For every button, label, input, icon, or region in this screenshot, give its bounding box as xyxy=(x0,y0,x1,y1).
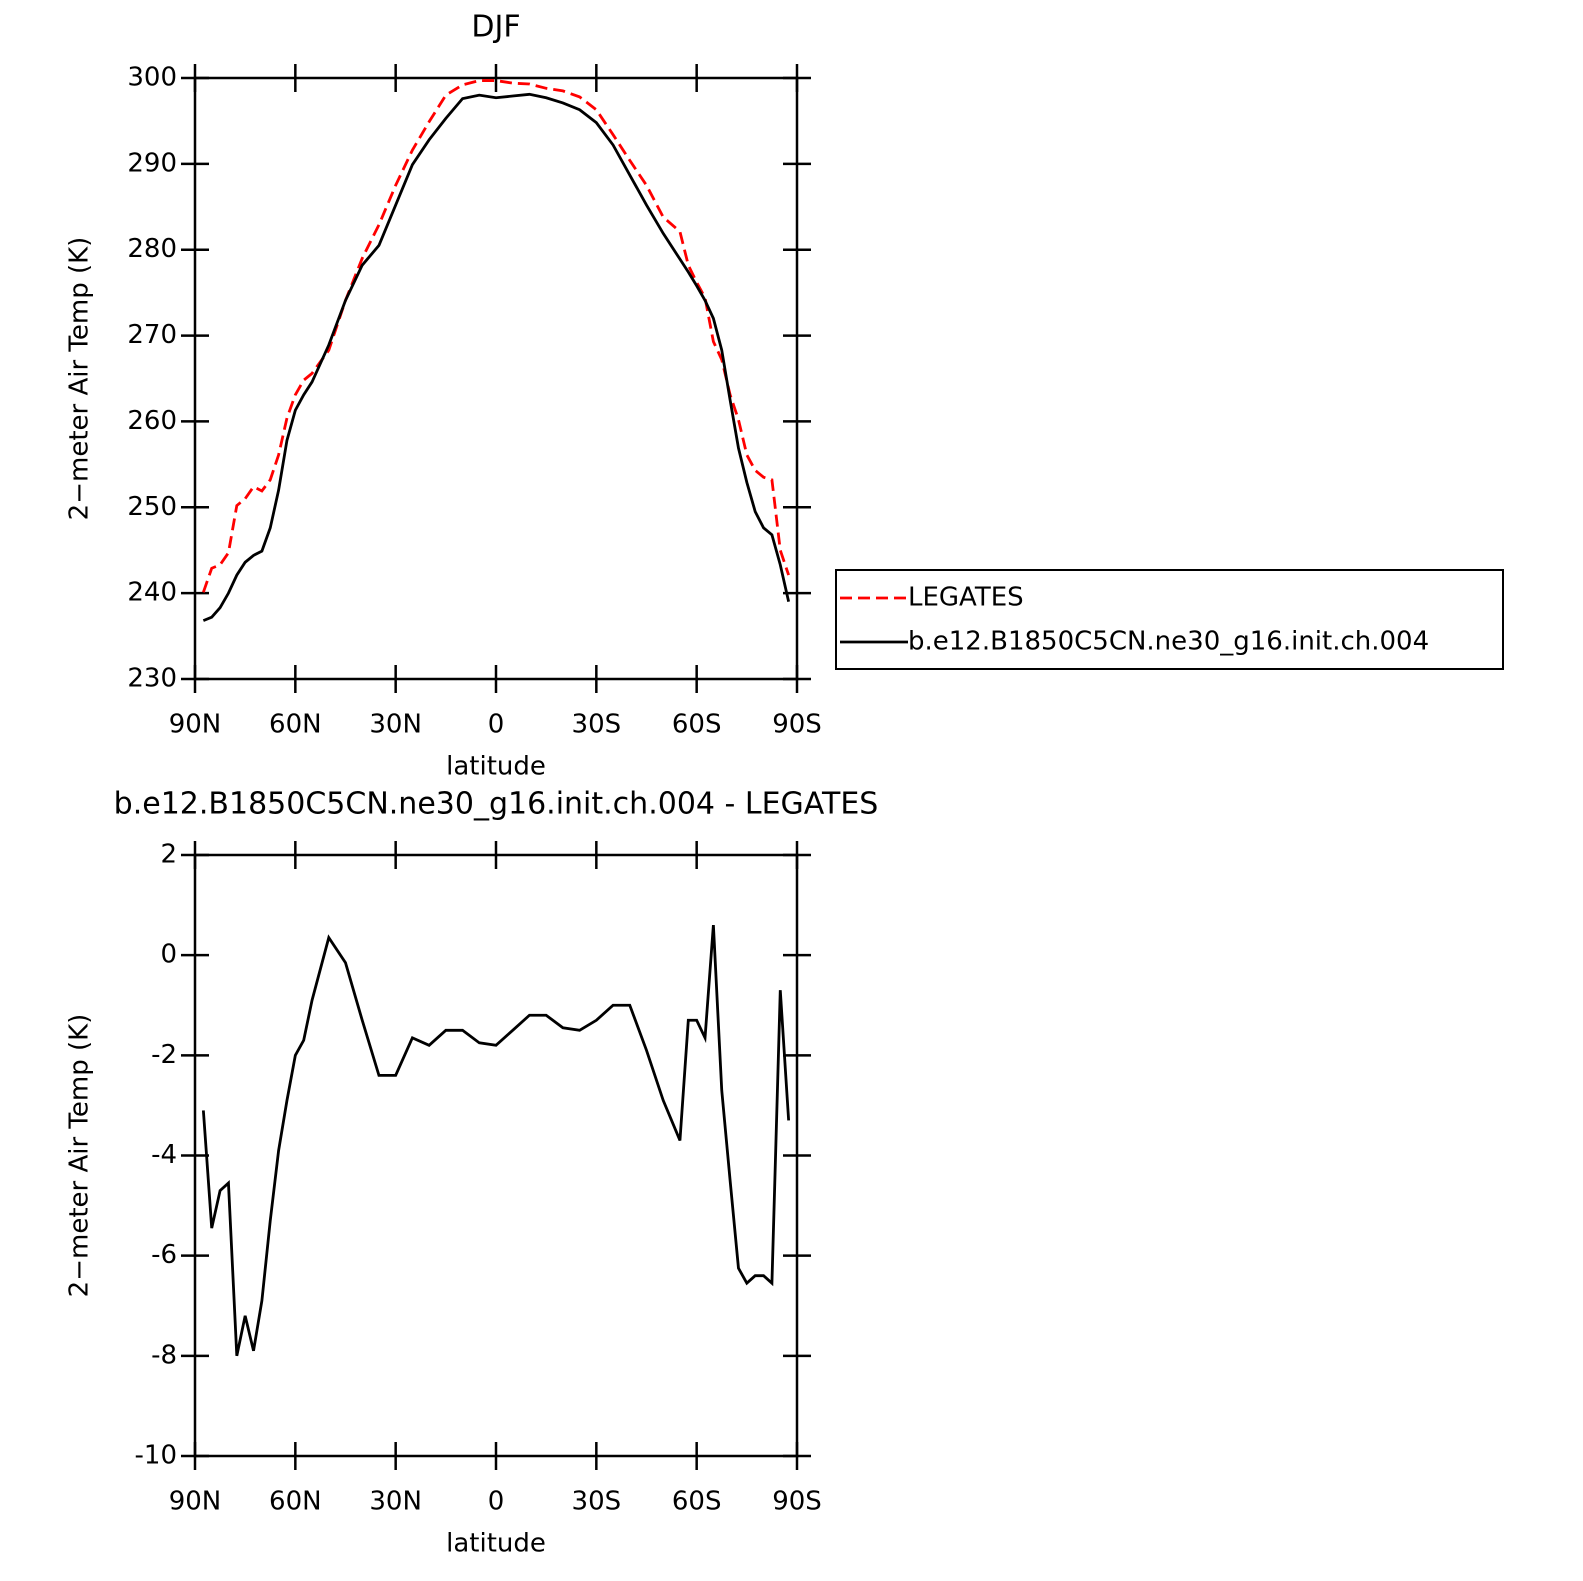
x-axis-title: latitude xyxy=(446,752,546,782)
plot-frame xyxy=(193,853,799,1458)
x-tick-label: 60S xyxy=(672,1487,722,1517)
x-tick-label: 90N xyxy=(169,1487,222,1517)
y-tick-label: -10 xyxy=(135,1441,177,1471)
y-axis-title: 2−meter Air Temp (K) xyxy=(65,1014,95,1298)
y-tick-label: -6 xyxy=(151,1240,177,1270)
y-tick-label: 2 xyxy=(160,840,177,870)
y-tick-label: 300 xyxy=(127,63,177,93)
y-tick-label: 270 xyxy=(127,320,177,350)
y-tick-label: -8 xyxy=(151,1340,177,1370)
x-tick-label: 30N xyxy=(369,1487,422,1517)
y-tick-label: 250 xyxy=(127,492,177,522)
x-tick-label: 30S xyxy=(572,1487,622,1517)
x-tick-label: 60N xyxy=(269,710,322,740)
data-line xyxy=(202,79,790,593)
legend-label: LEGATES xyxy=(908,583,1024,613)
x-tick-label: 90N xyxy=(169,710,222,740)
y-tick-label: 0 xyxy=(160,940,177,970)
x-axis-title: latitude xyxy=(446,1529,546,1559)
x-tick-label: 90S xyxy=(772,710,822,740)
x-tick-label: 0 xyxy=(488,710,505,740)
y-tick-label: 230 xyxy=(127,664,177,694)
data-line xyxy=(201,925,791,1357)
data-line xyxy=(202,92,791,622)
y-axis-title: 2−meter Air Temp (K) xyxy=(65,237,95,521)
y-tick-label: 240 xyxy=(127,578,177,608)
y-tick-label: 280 xyxy=(127,234,177,264)
x-tick-label: 60S xyxy=(672,710,722,740)
chart-title: DJF xyxy=(471,10,520,45)
y-tick-label: -4 xyxy=(151,1140,177,1170)
x-tick-label: 60N xyxy=(269,1487,322,1517)
legend-box xyxy=(835,569,1504,670)
plot-frame xyxy=(193,76,799,681)
x-tick-label: 30N xyxy=(369,710,422,740)
y-tick-label: 290 xyxy=(127,148,177,178)
x-tick-label: 90S xyxy=(772,1487,822,1517)
x-tick-label: 30S xyxy=(572,710,622,740)
x-tick-label: 0 xyxy=(488,1487,505,1517)
legend-label: b.e12.B1850C5CN.ne30_g16.init.ch.004 xyxy=(908,627,1429,657)
y-tick-label: 260 xyxy=(127,406,177,436)
chart-title: b.e12.B1850C5CN.ne30_g16.init.ch.004 - L… xyxy=(114,787,879,822)
y-tick-label: -2 xyxy=(151,1040,177,1070)
